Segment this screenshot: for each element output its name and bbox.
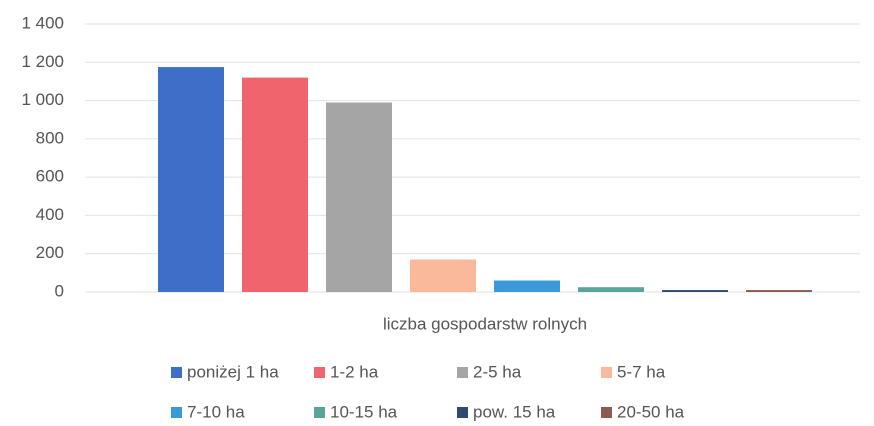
- bar: [326, 102, 392, 292]
- bar: [746, 290, 812, 292]
- bar: [494, 280, 560, 292]
- y-tick-label: 800: [36, 128, 64, 147]
- y-tick-label: 1 000: [21, 90, 64, 109]
- y-tick-label: 1 200: [21, 52, 64, 71]
- y-tick-label: 0: [55, 281, 64, 300]
- y-tick-label: 600: [36, 167, 64, 186]
- y-tick-label: 1 400: [21, 13, 64, 32]
- bar: [662, 290, 728, 292]
- legend-label: 2-5 ha: [473, 362, 522, 381]
- legend-swatch: [314, 367, 325, 378]
- legend-label: 7-10 ha: [187, 402, 245, 421]
- legend-swatch: [457, 367, 468, 378]
- y-tick-label: 200: [36, 243, 64, 262]
- legend-swatch: [457, 407, 468, 418]
- y-tick-label: 400: [36, 205, 64, 224]
- bar: [242, 77, 308, 292]
- legend-swatch: [601, 407, 612, 418]
- legend-label: pow. 15 ha: [473, 402, 556, 421]
- bar: [158, 67, 224, 292]
- legend-label: 1-2 ha: [330, 362, 379, 381]
- bar: [410, 259, 476, 292]
- legend-swatch: [314, 407, 325, 418]
- legend-label: 5-7 ha: [617, 362, 666, 381]
- legend-swatch: [171, 407, 182, 418]
- legend-swatch: [601, 367, 612, 378]
- legend-label: poniżej 1 ha: [187, 362, 279, 381]
- legend-label: 10-15 ha: [330, 402, 398, 421]
- bar: [578, 287, 644, 292]
- legend-swatch: [171, 367, 182, 378]
- x-tick-label: liczba gospodarstw rolnych: [383, 314, 587, 333]
- legend-label: 20-50 ha: [617, 402, 685, 421]
